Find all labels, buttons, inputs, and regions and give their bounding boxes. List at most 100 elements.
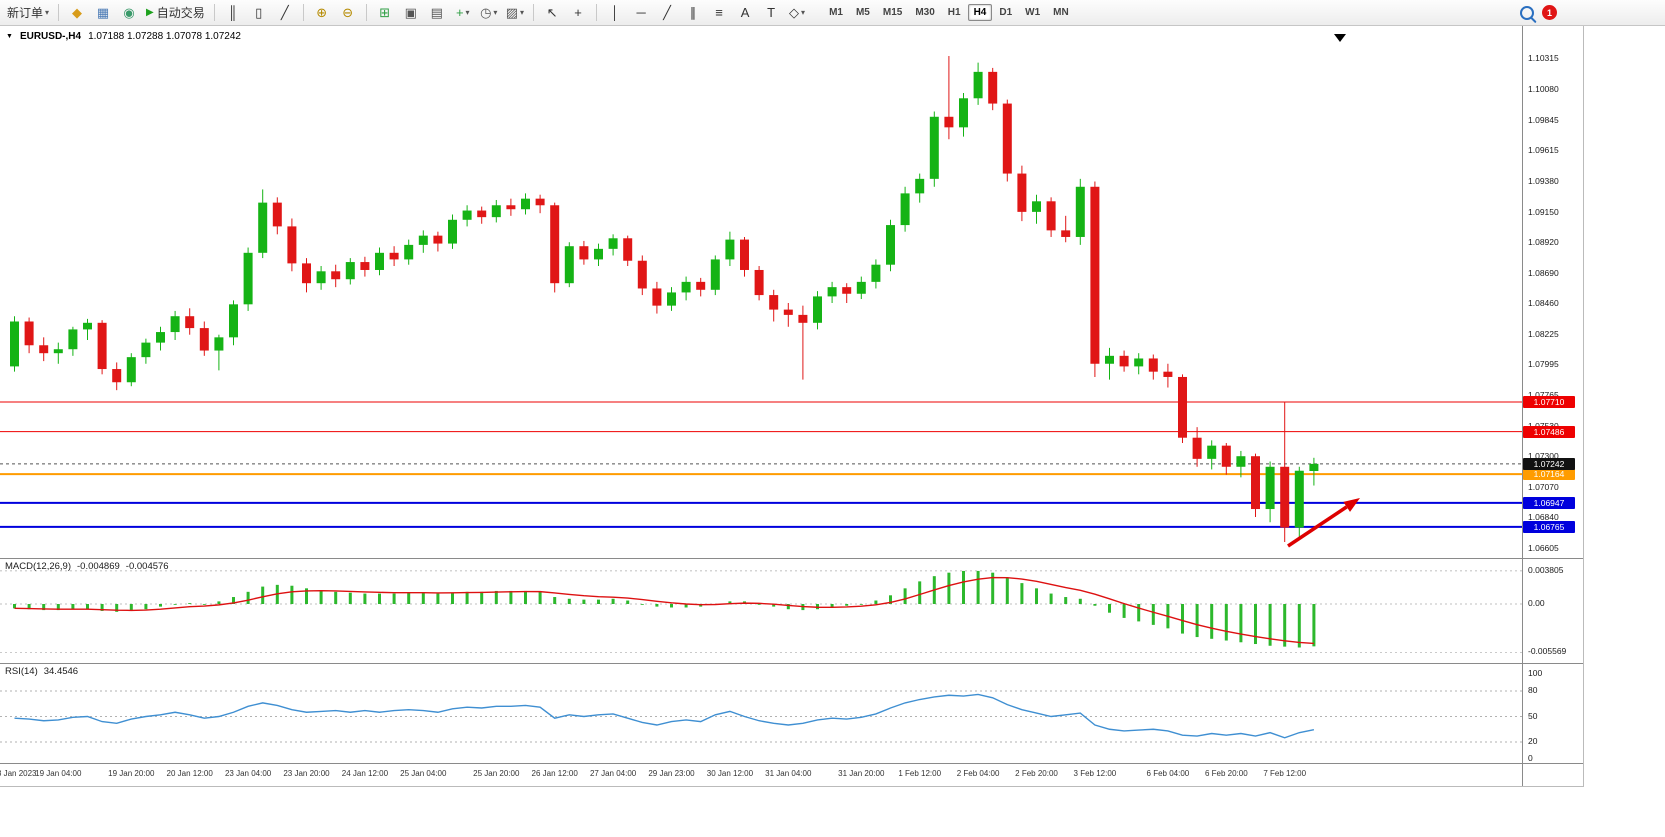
new-order-button-label: 新订单 [7,6,44,20]
trendline-icon[interactable]: ╱ [655,3,679,23]
toolbar-separator [302,4,304,21]
time-label: 30 Jan 12:00 [706,769,754,778]
macd-value-signal: -0.004576 [125,561,169,572]
expand-icon[interactable]: ▼ [6,33,13,40]
zoom-out-icon: ⊖ [342,5,354,20]
profiles-icon[interactable]: ▦ [91,3,115,23]
price-tag: 1.06947 [1523,496,1575,509]
new-chart-plus-icon: + [455,5,464,20]
panel-separator [1523,763,1583,764]
timeframe-d1-button[interactable]: D1 [999,7,1013,18]
tile-windows-icon: ⊞ [379,5,391,20]
time-label: 31 Jan 04:00 [765,769,812,778]
timeframe-m30-button[interactable]: M30 [915,7,935,18]
toolbar-separator [533,4,535,21]
channel-icon: ∥ [689,5,697,20]
axis-label: 1.09845 [1528,115,1559,126]
price-axis[interactable]: 1.10315 1.10080 1.09845 1.09615 1.09380 1.091… [1522,26,1583,786]
rsi-panel[interactable] [0,663,1522,763]
notification-badge[interactable]: 1 [1542,5,1557,20]
autotrading-button[interactable]: ▶ 自动交易 [143,3,208,23]
caret-down-icon: ▾ [520,8,525,17]
rsi-name: RSI(14) [5,666,38,677]
crosshair-icon: + [574,5,582,20]
toolbar-separator [58,4,60,21]
timeframe-m15-button[interactable]: M15 [882,7,903,18]
new-chart-icon: ◆ [72,5,83,20]
toolbar-separator [365,4,367,21]
play-icon: ▶ [146,7,154,18]
time-label: 25 Jan 20:00 [473,769,520,778]
market-watch-icon[interactable]: ◉ [117,3,141,23]
shapes-icon: ◇ [789,5,800,20]
zoom-out-icon[interactable]: ⊖ [336,3,360,23]
timeframe-h4-button[interactable]: H4 [967,4,993,21]
price-tag: 1.07486 [1523,425,1575,438]
axis-label: 0.00 [1528,598,1545,608]
search-icon[interactable] [1520,5,1534,20]
price-tag: 1.06765 [1523,520,1575,533]
time-label: 23 Jan 20:00 [283,769,330,778]
timeframe-m5-button[interactable]: M5 [855,7,870,18]
horizontal-line-icon: ─ [636,5,646,20]
arrange-windows-icon: ▤ [430,5,443,20]
timeframe-m1-button[interactable]: M1 [829,7,843,18]
new-chart-icon[interactable]: ◆ [65,3,89,23]
axis-label: 50 [1528,710,1538,721]
axis-label: 100 [1528,668,1543,678]
vertical-line-icon[interactable]: │ [603,3,627,23]
axis-label: 1.08690 [1528,267,1559,278]
caret-down-icon: ▾ [493,8,498,17]
panel-separator [1523,663,1583,664]
rsi-label: RSI(14) 34.4546 [5,666,78,677]
timeframe-w1-button[interactable]: W1 [1025,7,1041,18]
candlestick-icon[interactable]: ▯ [247,3,271,23]
horizontal-line-icon[interactable]: ─ [629,3,653,23]
indicators-icon[interactable]: ▨ ▾ [503,3,527,23]
new-chart-plus-icon[interactable]: + ▾ [451,3,475,23]
new-order-button[interactable]: 新订单 ▾ [4,3,52,23]
tile-windows-icon[interactable]: ⊞ [373,3,397,23]
time-label: 20 Jan 12:00 [166,769,213,778]
timeframe-mn-button[interactable]: MN [1053,7,1069,18]
indicators-icon: ▨ [505,5,519,20]
time-label: 6 Feb 04:00 [1146,769,1190,778]
text-icon[interactable]: A [733,3,757,23]
timeframe-h1-button[interactable]: H1 [947,7,961,18]
cascade-windows-icon[interactable]: ▣ [399,3,423,23]
arrange-windows-icon[interactable]: ▤ [425,3,449,23]
zoom-in-icon[interactable]: ⊕ [310,3,334,23]
time-label: 24 Jan 12:00 [341,769,389,778]
line-chart-icon[interactable]: ╱ [273,3,297,23]
trendline-icon: ╱ [663,5,671,20]
macd-label: MACD(12,26,9) -0.004869 -0.004576 [5,561,169,572]
caret-down-icon: ▾ [465,8,470,17]
axis-label: 1.08225 [1528,329,1559,340]
fibonacci-icon[interactable]: ≡ [707,3,731,23]
chart-window: ▼ EURUSD-,H4 1.07188 1.07288 1.07078 1.0… [0,26,1584,787]
toolbar-right: 1 [1520,5,1557,20]
time-label: 6 Feb 20:00 [1204,769,1248,778]
axis-label: 1.09380 [1528,176,1559,187]
axis-label: 1.07070 [1528,481,1559,492]
text-icon: A [740,5,750,20]
period-clock-icon[interactable]: ◷ ▾ [477,3,501,23]
time-label: 18 Jan 2023 [0,769,37,778]
fibonacci-icon: ≡ [715,5,723,20]
axis-label: 20 [1528,736,1538,746]
chart-title: ▼ EURUSD-,H4 1.07188 1.07288 1.07078 1.0… [6,31,241,42]
time-label: 31 Jan 20:00 [838,769,885,778]
rsi-value: 34.4546 [43,666,79,677]
shapes-icon[interactable]: ◇ ▾ [785,3,809,23]
crosshair-icon[interactable]: + [566,3,590,23]
channel-icon[interactable]: ∥ [681,3,705,23]
macd-panel[interactable] [0,558,1522,663]
candlestick-chart[interactable] [0,28,1522,558]
label-icon[interactable]: T [759,3,783,23]
macd-name: MACD(12,26,9) [5,561,71,572]
cascade-windows-icon: ▣ [404,5,417,20]
bar-chart-icon[interactable]: ║ [221,3,245,23]
time-label: 1 Feb 12:00 [898,769,942,778]
cursor-icon[interactable]: ↖ [540,3,564,23]
